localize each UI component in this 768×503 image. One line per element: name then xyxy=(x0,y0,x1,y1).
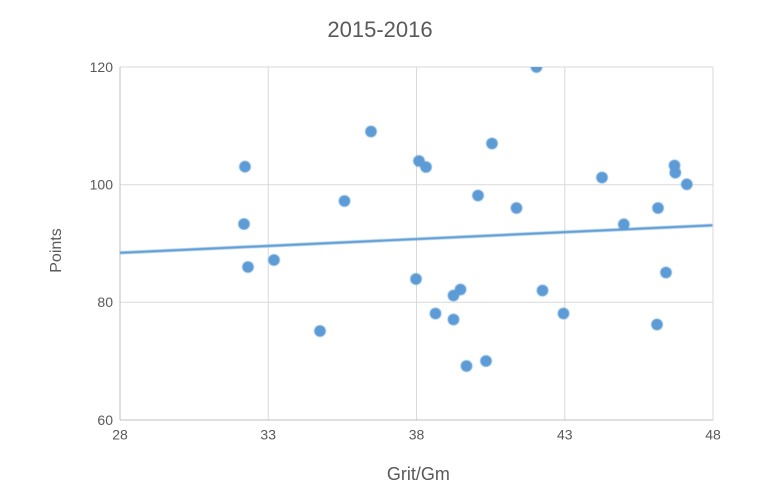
svg-text:28: 28 xyxy=(112,427,128,443)
svg-text:48: 48 xyxy=(705,427,721,443)
svg-text:43: 43 xyxy=(557,427,573,443)
svg-text:100: 100 xyxy=(90,177,114,193)
svg-text:80: 80 xyxy=(97,294,113,310)
svg-text:Points: Points xyxy=(48,228,65,272)
svg-text:120: 120 xyxy=(90,59,114,75)
svg-text:2015-2016: 2015-2016 xyxy=(327,17,432,42)
svg-text:33: 33 xyxy=(260,427,276,443)
svg-text:60: 60 xyxy=(97,412,113,428)
svg-text:Grit/Gm: Grit/Gm xyxy=(387,464,450,484)
svg-text:38: 38 xyxy=(409,427,425,443)
